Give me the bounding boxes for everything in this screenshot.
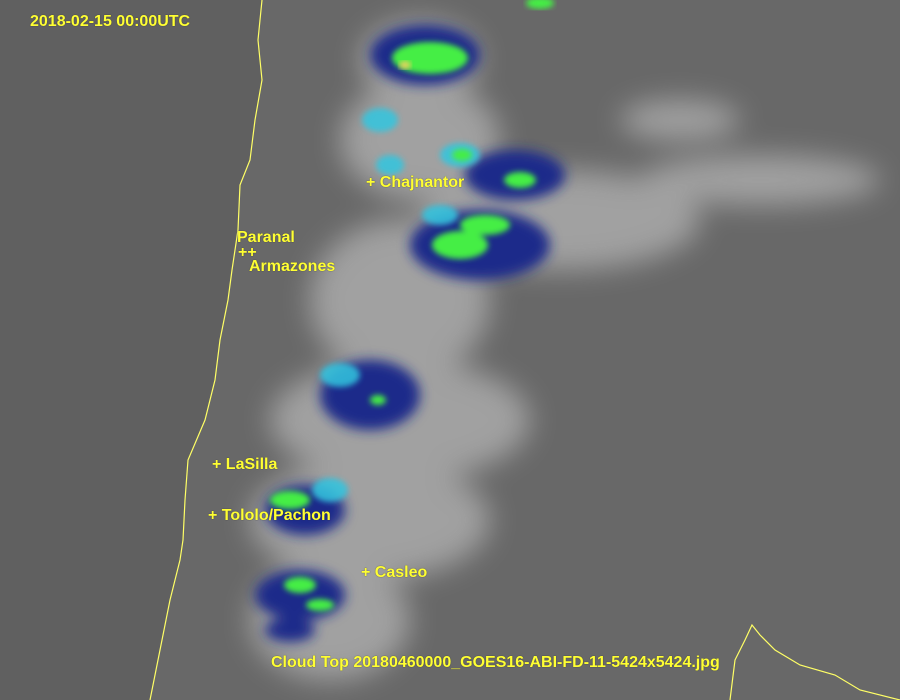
- image-caption: Cloud Top 20180460000_GOES16-ABI-FD-11-5…: [271, 654, 720, 671]
- timestamp-label: 2018-02-15 00:00UTC: [30, 13, 191, 30]
- site-label-tololo-pachon: + Tololo/Pachon: [208, 507, 331, 524]
- site-label-paranal: Paranal: [237, 229, 295, 246]
- border-line: [729, 623, 900, 700]
- convective-clouds: [255, 0, 565, 642]
- site-label-lasilla: + LaSilla: [212, 456, 278, 473]
- site-label-armazones: Armazones: [249, 258, 336, 275]
- coastline: [149, 0, 263, 700]
- site-label-chajnantor: + Chajnantor: [366, 174, 465, 191]
- site-label-casleo: + Casleo: [361, 564, 428, 581]
- site-marker-paranal-armazones: ++: [238, 244, 257, 261]
